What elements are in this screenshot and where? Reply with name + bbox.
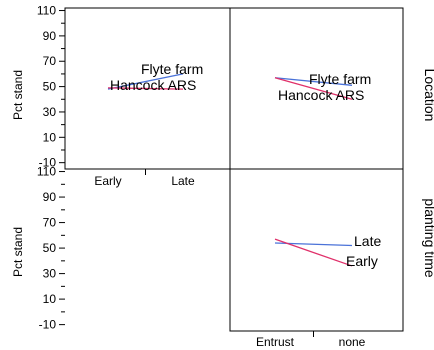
ylabel-bottom: Pct stand [11, 227, 25, 277]
strip-label-bottom: planting time [422, 198, 434, 278]
series-line-flyte-farm [107, 73, 184, 90]
series-line-hancock-ars [274, 77, 353, 100]
y-tick-label: -10 [39, 318, 57, 332]
series-label: Hancock ARS [278, 87, 364, 103]
series-line-flyte-farm [274, 77, 353, 86]
series-line-hancock-ars [107, 87, 184, 90]
y-tick-label: 90 [43, 29, 57, 43]
y-tick-label: 10 [43, 130, 57, 144]
x-tick-label: Late [171, 174, 195, 188]
y-tick-label: 30 [43, 267, 57, 281]
y-tick-label: 70 [43, 54, 57, 68]
series-label: Early [346, 253, 378, 269]
series-label: Flyte farm [141, 61, 203, 77]
y-tick-label: 50 [43, 241, 57, 255]
y-tick-label: 90 [43, 190, 57, 204]
series-label: Flyte farm [309, 71, 371, 87]
x-tick-label: Entrust [256, 335, 295, 349]
y-tick-label: 50 [43, 80, 57, 94]
y-tick-label: 110 [37, 4, 56, 18]
y-tick-label: 110 [37, 165, 56, 179]
y-tick-label: 10 [43, 292, 57, 306]
series-line-early [274, 238, 353, 267]
series-label: Late [354, 233, 381, 249]
ylabel-top: Pct stand [11, 70, 25, 120]
y-tick-label: 70 [43, 216, 57, 230]
x-tick-label: Early [94, 174, 121, 188]
series-label: Hancock ARS [110, 77, 196, 93]
x-tick-label: none [339, 335, 366, 349]
strip-label-top: Location [422, 69, 434, 122]
y-tick-label: 30 [43, 105, 57, 119]
panel-bottom-right-frame [229, 168, 404, 332]
y-tick-label: -10 [39, 156, 57, 170]
